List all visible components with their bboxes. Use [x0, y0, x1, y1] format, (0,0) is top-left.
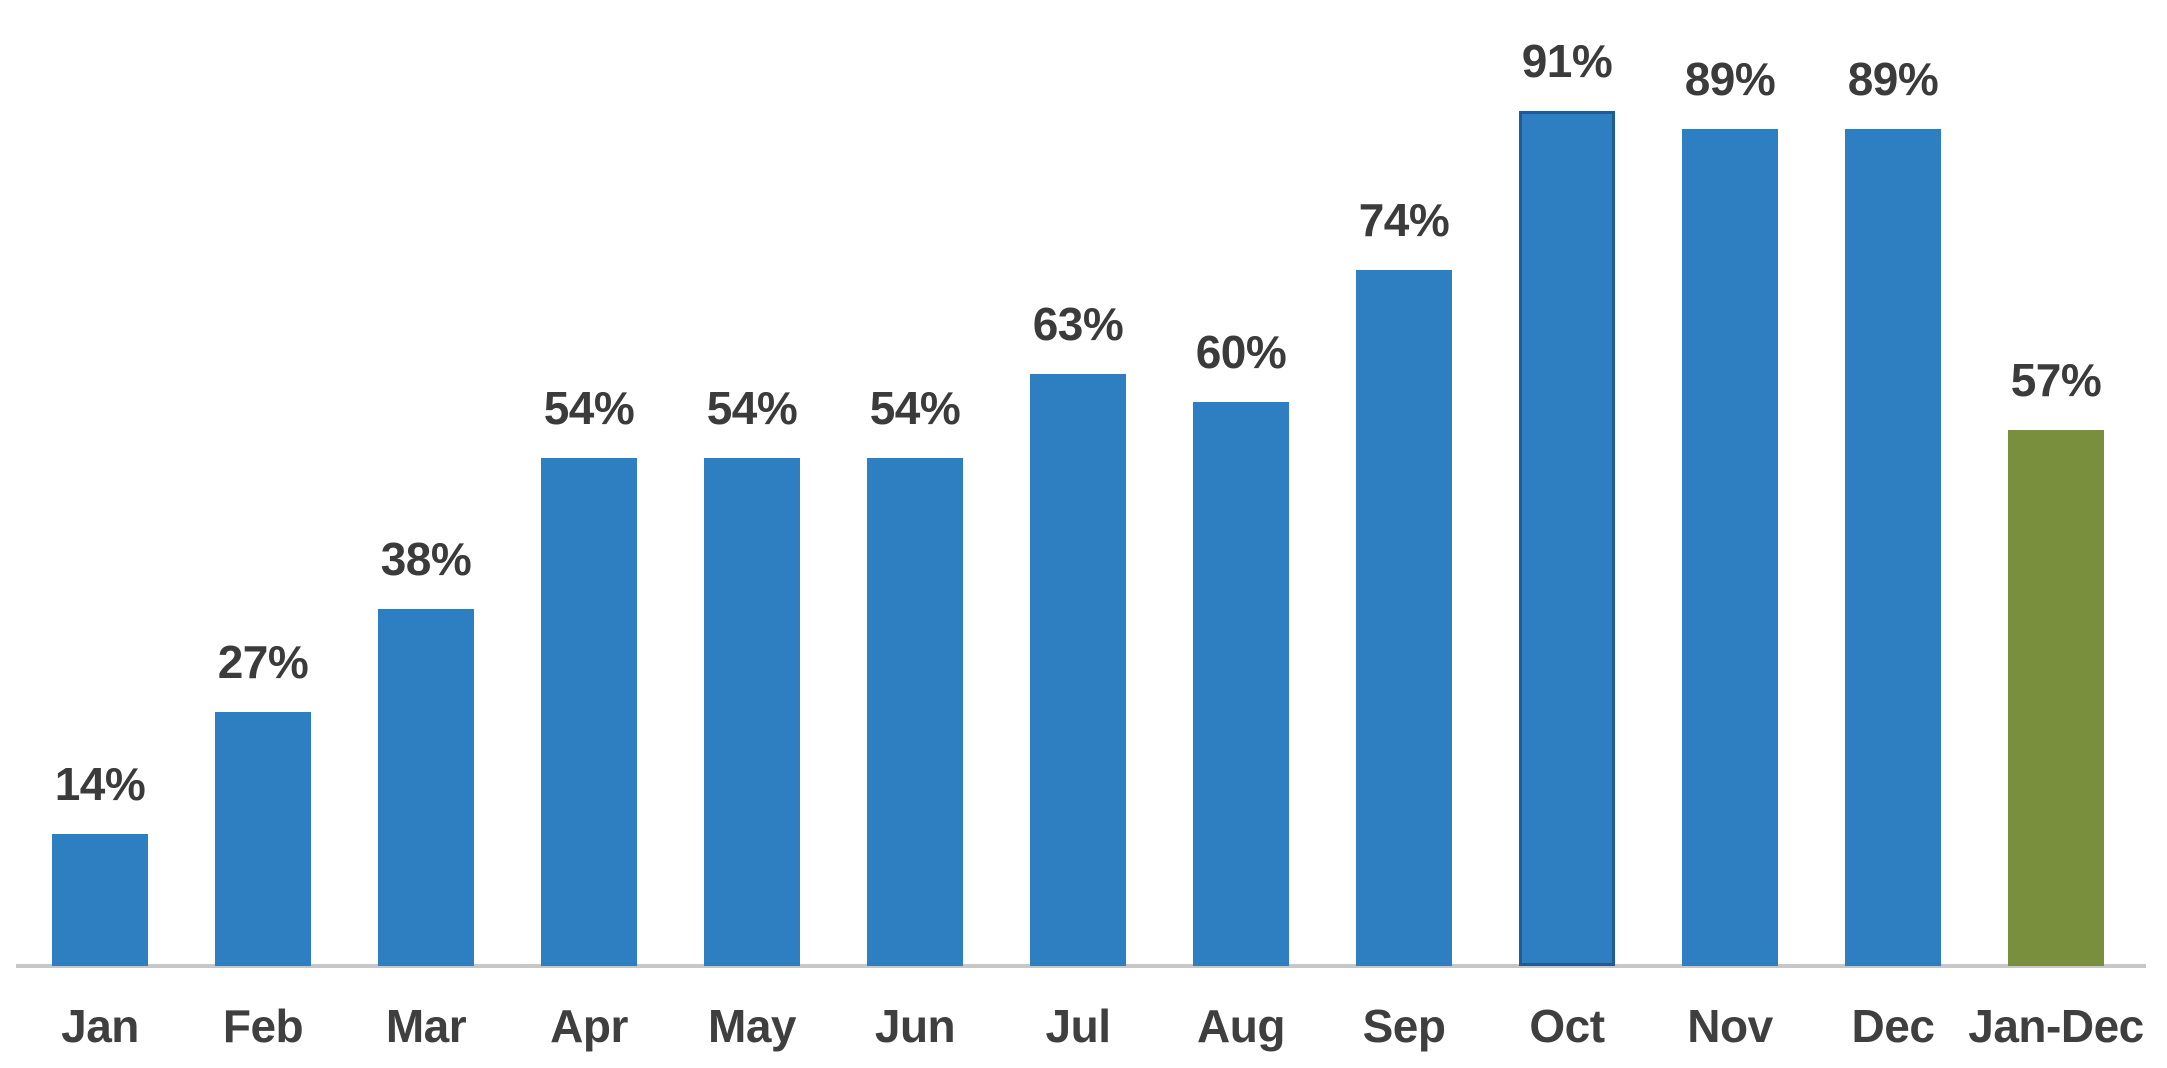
value-label-may: 54%	[706, 381, 798, 434]
bar-jan-dec	[2008, 430, 2104, 966]
x-tick-label-jan: Jan	[61, 1000, 139, 1052]
bar-jan	[52, 834, 148, 966]
bar-apr	[541, 458, 637, 966]
value-label-nov: 89%	[1684, 52, 1776, 105]
value-label-jan-dec: 57%	[2010, 353, 2102, 406]
value-label-jul: 63%	[1032, 297, 1124, 350]
value-label-jun: 54%	[869, 381, 961, 434]
x-tick-label-dec: Dec	[1851, 1000, 1935, 1052]
x-tick-label-aug: Aug	[1197, 1000, 1285, 1052]
x-tick-label-apr: Apr	[550, 1000, 628, 1052]
value-label-apr: 54%	[543, 381, 635, 434]
x-tick-label-sep: Sep	[1362, 1000, 1446, 1052]
x-tick-label-jun: Jun	[874, 1000, 956, 1052]
x-tick-label-mar: Mar	[385, 1000, 467, 1052]
bar-jun	[867, 458, 963, 966]
bar-nov	[1682, 129, 1778, 966]
value-label-feb: 27%	[217, 635, 309, 688]
x-tick-label-jan-dec: Jan-Dec	[1968, 1000, 2144, 1052]
x-tick-label-feb: Feb	[222, 1000, 304, 1052]
bar-feb	[215, 712, 311, 966]
bar-jul	[1030, 374, 1126, 966]
value-label-jan: 14%	[54, 757, 146, 810]
x-tick-label-may: May	[708, 1000, 796, 1052]
x-tick-label-nov: Nov	[1687, 1000, 1773, 1052]
value-label-oct: 91%	[1521, 34, 1613, 87]
value-label-mar: 38%	[380, 532, 472, 585]
x-tick-label-oct: Oct	[1529, 1000, 1605, 1052]
value-label-sep: 74%	[1358, 193, 1450, 246]
bar-aug	[1193, 402, 1289, 966]
bar-sep	[1356, 270, 1452, 966]
x-tick-label-jul: Jul	[1045, 1000, 1111, 1052]
bar-dec	[1845, 129, 1941, 966]
x-axis-line	[16, 964, 2146, 968]
bar-mar	[378, 609, 474, 966]
bar-oct	[1519, 111, 1615, 966]
value-label-aug: 60%	[1195, 325, 1287, 378]
value-label-dec: 89%	[1847, 52, 1939, 105]
bar-may	[704, 458, 800, 966]
